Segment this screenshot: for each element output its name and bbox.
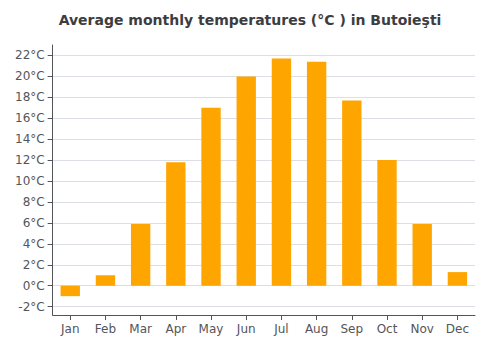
svg-text:-2°C: -2°C xyxy=(18,300,44,314)
svg-text:Mar: Mar xyxy=(129,322,152,336)
svg-text:Jan: Jan xyxy=(60,322,80,336)
svg-text:22°C: 22°C xyxy=(15,48,45,62)
svg-text:Jul: Jul xyxy=(273,322,288,336)
svg-text:May: May xyxy=(199,322,224,336)
svg-text:12°C: 12°C xyxy=(15,153,45,167)
svg-text:Average monthly temperatures (: Average monthly temperatures (°C ) in Bu… xyxy=(59,12,442,28)
svg-text:Apr: Apr xyxy=(165,322,186,336)
svg-text:18°C: 18°C xyxy=(15,90,45,104)
svg-text:Sep: Sep xyxy=(341,322,364,336)
svg-text:20°C: 20°C xyxy=(15,69,45,83)
svg-text:4°C: 4°C xyxy=(23,237,45,251)
svg-text:10°C: 10°C xyxy=(15,174,45,188)
svg-text:Jun: Jun xyxy=(236,322,256,336)
svg-text:Dec: Dec xyxy=(446,322,469,336)
svg-text:6°C: 6°C xyxy=(23,216,45,230)
svg-text:Aug: Aug xyxy=(305,322,328,336)
svg-text:Oct: Oct xyxy=(377,322,398,336)
svg-text:14°C: 14°C xyxy=(15,132,45,146)
svg-text:Nov: Nov xyxy=(410,322,433,336)
svg-text:8°C: 8°C xyxy=(23,195,45,209)
svg-text:16°C: 16°C xyxy=(15,111,45,125)
svg-text:2°C: 2°C xyxy=(23,258,45,272)
svg-text:Feb: Feb xyxy=(95,322,116,336)
svg-text:0°C: 0°C xyxy=(23,279,45,293)
